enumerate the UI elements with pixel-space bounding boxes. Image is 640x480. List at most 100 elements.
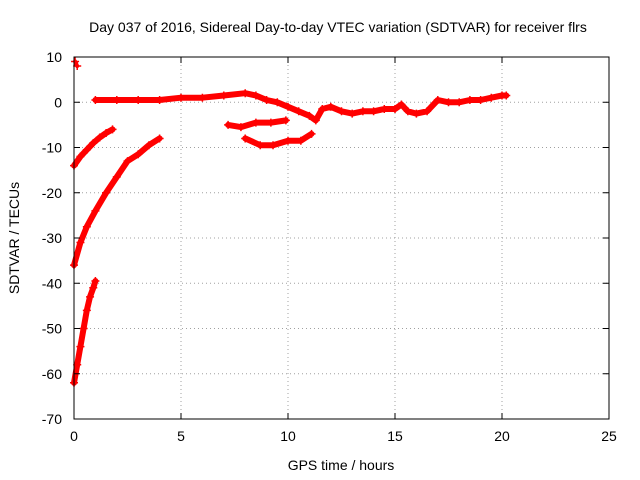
data-point-marker [305, 111, 314, 120]
data-point-marker [296, 136, 305, 145]
data-point-marker [76, 152, 85, 161]
data-point-marker [236, 123, 245, 132]
data-point-marker [134, 95, 143, 104]
data-point-marker [284, 136, 292, 145]
data-point-marker [326, 102, 335, 111]
data-point-marker [155, 134, 164, 143]
y-tick-label: -70 [42, 411, 62, 427]
data-point-marker [89, 283, 98, 292]
data-point-marker [380, 105, 389, 114]
data-point-marker [337, 107, 346, 116]
data-point-marker [82, 222, 91, 231]
series-trace [71, 135, 163, 269]
data-point-marker [86, 292, 95, 301]
data-point-marker [224, 120, 233, 129]
series-trace [242, 130, 315, 149]
series-arc-minus35 [70, 134, 164, 270]
data-point-marker [82, 145, 91, 154]
series-arc-minus14 [70, 125, 117, 170]
data-point-marker [177, 93, 185, 102]
y-tick-label: -40 [42, 275, 62, 291]
y-axis-title: SDTVAR / TECUs [6, 182, 22, 294]
grid [74, 57, 609, 419]
series-trace [225, 117, 289, 131]
series-arc-top-start [71, 57, 82, 71]
data-point-marker [391, 105, 399, 114]
data-point-marker [273, 98, 282, 107]
data-point-marker [155, 95, 164, 104]
y-tick-label: -50 [42, 321, 62, 337]
chart-title: Day 037 of 2016, Sidereal Day-to-day VTE… [89, 19, 587, 35]
data-point-marker [82, 306, 91, 315]
y-tick-label: -20 [42, 185, 62, 201]
data-point-marker [95, 133, 104, 142]
axis-ticks: 0 5 10 15 20 25 10 0 -10 -20 -30 -40 -50 -60 -70 [42, 49, 617, 444]
data-point-marker [112, 95, 121, 104]
data-point-marker [444, 98, 453, 107]
data-point-marker [91, 95, 100, 104]
series-arc-minus9 [241, 129, 316, 150]
y-tick-label: -60 [42, 366, 62, 382]
data-point-marker [241, 134, 250, 143]
data-point-marker [91, 276, 100, 285]
data-point-marker [266, 118, 275, 127]
data-point-marker [73, 62, 82, 71]
x-tick-label: 15 [387, 428, 403, 444]
data-point-marker [91, 206, 100, 215]
data-point-marker [403, 107, 412, 116]
data-point-marker [256, 141, 265, 150]
y-tick-label: 0 [54, 94, 62, 110]
data-point-marker [144, 141, 153, 150]
x-tick-label: 25 [601, 428, 617, 444]
data-point-marker [294, 107, 303, 116]
data-point-marker [251, 91, 260, 100]
data-point-marker [79, 324, 88, 333]
data-point-marker [476, 95, 485, 104]
x-tick-label: 10 [280, 428, 296, 444]
data-point-marker [487, 93, 496, 102]
data-point-marker [71, 57, 80, 66]
data-point-marker [455, 98, 464, 107]
data-point-marker [318, 105, 327, 114]
data-point-marker [198, 93, 207, 102]
data-point-marker [281, 116, 290, 125]
data-point-marker [433, 95, 442, 104]
data-point-marker [89, 138, 98, 147]
data-point-marker [502, 91, 511, 100]
data-point-marker [307, 129, 316, 138]
x-tick-label: 0 [70, 428, 78, 444]
data-series [70, 57, 511, 387]
data-point-marker [397, 100, 406, 109]
data-point-marker [358, 107, 367, 116]
x-tick-label: 20 [494, 428, 510, 444]
data-point-marker [262, 95, 271, 104]
y-tick-label: -30 [42, 230, 62, 246]
data-point-marker [102, 129, 111, 138]
data-point-marker [412, 109, 421, 118]
data-point-marker [423, 107, 432, 116]
data-point-marker [269, 141, 278, 150]
data-point-marker [369, 107, 378, 116]
series-main-trace [91, 89, 511, 125]
data-point-marker [134, 150, 143, 159]
x-tick-label: 5 [177, 428, 185, 444]
y-tick-label: -10 [42, 140, 62, 156]
data-point-marker [219, 91, 228, 100]
data-point-marker [102, 188, 111, 197]
data-point-marker [465, 95, 474, 104]
data-point-marker [76, 238, 85, 247]
series-trace [92, 90, 510, 124]
series-arc-minus5 [224, 116, 290, 132]
data-point-marker [73, 360, 82, 369]
data-point-marker [348, 109, 357, 118]
x-axis-title: GPS time / hours [288, 457, 395, 473]
data-point-marker [241, 89, 250, 98]
data-point-marker [108, 125, 117, 134]
y-tick-label: 10 [46, 49, 62, 65]
series-arc-minus62 [70, 276, 100, 387]
data-point-marker [112, 172, 121, 181]
data-point-marker [76, 342, 85, 351]
data-point-marker [251, 118, 260, 127]
data-point-marker [123, 157, 132, 166]
